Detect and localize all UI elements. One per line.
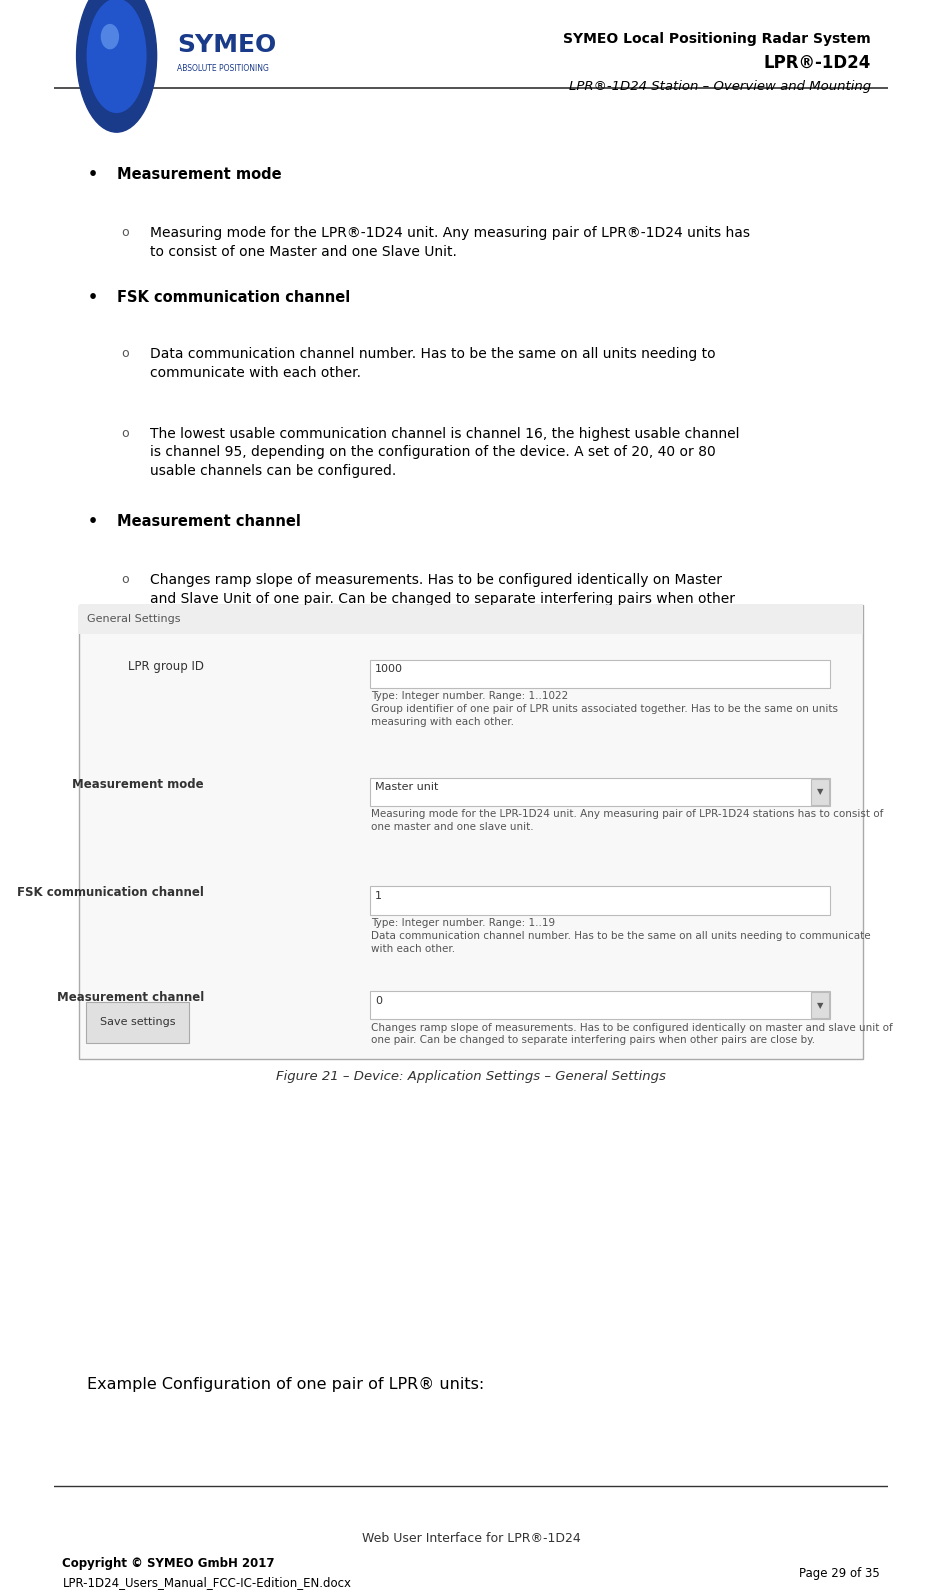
Text: SYMEO: SYMEO	[177, 32, 277, 57]
Text: FSK communication channel: FSK communication channel	[116, 290, 349, 304]
FancyBboxPatch shape	[811, 992, 829, 1018]
Text: Page 29 of 35: Page 29 of 35	[799, 1568, 880, 1580]
Text: LPR-1D24_Users_Manual_FCC-IC-Edition_EN.docx: LPR-1D24_Users_Manual_FCC-IC-Edition_EN.…	[63, 1577, 351, 1590]
Text: Changes ramp slope of measurements. Has to be configured identically on Master
a: Changes ramp slope of measurements. Has …	[149, 573, 735, 624]
Text: LPR group ID: LPR group ID	[129, 660, 204, 672]
FancyBboxPatch shape	[86, 1002, 189, 1043]
Text: 1: 1	[375, 890, 382, 902]
Text: Type: Integer number. Range: 1..19
Data communication channel number. Has to be : Type: Integer number. Range: 1..19 Data …	[371, 918, 870, 954]
Text: 1000: 1000	[375, 664, 403, 674]
Text: LPR®-1D24: LPR®-1D24	[764, 54, 871, 72]
Text: ▼: ▼	[817, 1000, 823, 1010]
Text: Measurement mode: Measurement mode	[116, 167, 281, 182]
Text: Example Configuration of one pair of LPR® units:: Example Configuration of one pair of LPR…	[88, 1378, 485, 1392]
Text: Measurement channel: Measurement channel	[116, 515, 301, 529]
Text: Figure 21 – Device: Application Settings – General Settings: Figure 21 – Device: Application Settings…	[276, 1070, 665, 1083]
Text: ABSOLUTE POSITIONING: ABSOLUTE POSITIONING	[177, 64, 269, 73]
FancyBboxPatch shape	[370, 991, 830, 1020]
Text: Measurement channel: Measurement channel	[57, 991, 204, 1004]
Text: 0: 0	[375, 996, 382, 1005]
Text: o: o	[121, 427, 129, 440]
Text: •: •	[88, 290, 97, 304]
Text: Master unit: Master unit	[375, 782, 438, 792]
FancyBboxPatch shape	[79, 605, 863, 634]
Text: Measuring mode for the LPR®-1D24 unit. Any measuring pair of LPR®-1D24 units has: Measuring mode for the LPR®-1D24 unit. A…	[149, 226, 750, 258]
Text: Data communication channel number. Has to be the same on all units needing to
co: Data communication channel number. Has t…	[149, 347, 716, 379]
Text: SYMEO Local Positioning Radar System: SYMEO Local Positioning Radar System	[564, 32, 871, 46]
Text: Type: Integer number. Range: 1..1022
Group identifier of one pair of LPR units a: Type: Integer number. Range: 1..1022 Gro…	[371, 691, 838, 726]
Text: ▼: ▼	[817, 787, 823, 796]
Text: o: o	[121, 226, 129, 239]
FancyBboxPatch shape	[370, 660, 830, 688]
Circle shape	[76, 0, 157, 132]
Text: Save settings: Save settings	[100, 1018, 175, 1027]
Text: LPR®-1D24 Station – Overview and Mounting: LPR®-1D24 Station – Overview and Mountin…	[569, 80, 871, 92]
Text: Web User Interface for LPR®-1D24: Web User Interface for LPR®-1D24	[362, 1532, 581, 1545]
Text: •: •	[88, 515, 97, 529]
FancyBboxPatch shape	[370, 777, 830, 806]
Ellipse shape	[101, 24, 119, 49]
Text: General Settings: General Settings	[88, 615, 181, 624]
Text: FSK communication channel: FSK communication channel	[17, 886, 204, 900]
Text: Measuring mode for the LPR-1D24 unit. Any measuring pair of LPR-1D24 stations ha: Measuring mode for the LPR-1D24 unit. An…	[371, 809, 883, 832]
Text: The lowest usable communication channel is channel 16, the highest usable channe: The lowest usable communication channel …	[149, 427, 740, 478]
Text: Measurement mode: Measurement mode	[72, 777, 204, 790]
Text: •: •	[88, 167, 97, 182]
FancyBboxPatch shape	[370, 886, 830, 914]
Text: o: o	[121, 573, 129, 586]
FancyBboxPatch shape	[79, 605, 863, 1059]
Text: Copyright © SYMEO GmbH 2017: Copyright © SYMEO GmbH 2017	[63, 1558, 275, 1571]
FancyBboxPatch shape	[811, 779, 829, 804]
Circle shape	[87, 0, 147, 113]
Text: Changes ramp slope of measurements. Has to be configured identically on master a: Changes ramp slope of measurements. Has …	[371, 1023, 893, 1045]
Text: o: o	[121, 347, 129, 360]
